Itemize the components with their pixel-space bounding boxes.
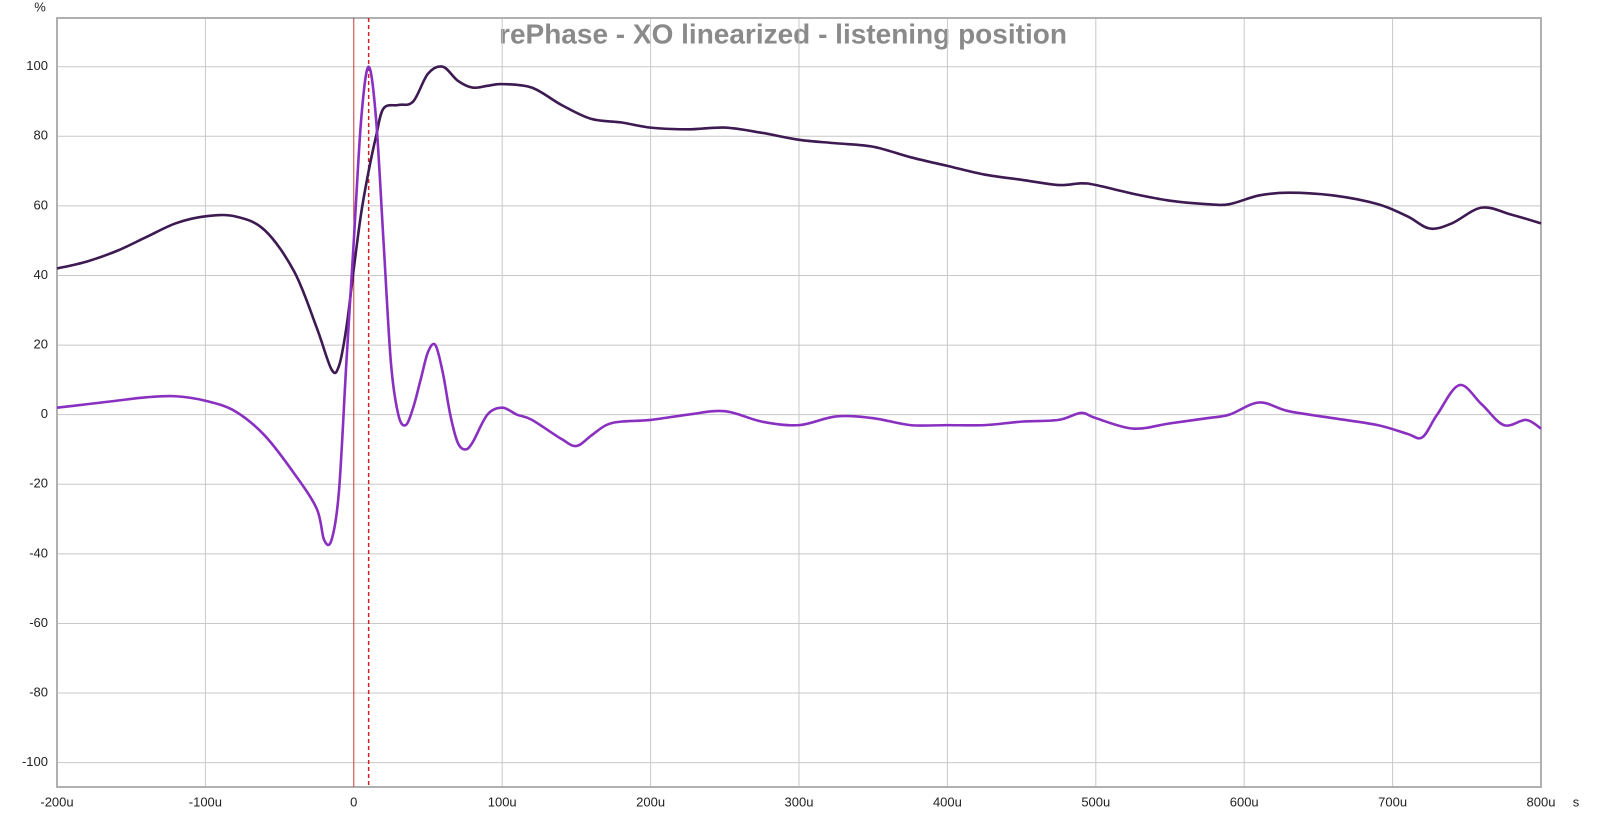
y-tick-label: 100 — [26, 58, 48, 73]
x-axis-label: s — [1573, 794, 1580, 809]
y-tick-label: -80 — [29, 684, 48, 699]
x-tick-label: 100u — [488, 794, 517, 809]
x-tick-label: 0 — [350, 794, 357, 809]
y-tick-label: 80 — [34, 128, 48, 143]
y-tick-label: -40 — [29, 545, 48, 560]
x-tick-label: 700u — [1378, 794, 1407, 809]
x-tick-label: -100u — [189, 794, 222, 809]
x-tick-label: 600u — [1230, 794, 1259, 809]
x-tick-label: 500u — [1081, 794, 1110, 809]
y-tick-label: 0 — [41, 406, 48, 421]
plot-border — [56, 17, 1542, 788]
y-tick-label: -20 — [29, 476, 48, 491]
x-tick-label: 400u — [933, 794, 962, 809]
series-line — [56, 65, 1542, 375]
y-tick-label: 40 — [34, 267, 48, 282]
y-tick-label: -60 — [29, 615, 48, 630]
chart-title: rePhase - XO linearized - listening posi… — [499, 18, 1067, 49]
y-axis-label: % — [34, 0, 46, 14]
x-tick-label: 200u — [636, 794, 665, 809]
x-tick-label: -200u — [40, 794, 73, 809]
x-tick-label: 300u — [785, 794, 814, 809]
x-tick-label: 800u — [1527, 794, 1556, 809]
y-tick-label: 60 — [34, 197, 48, 212]
y-tick-label: -100 — [22, 754, 48, 769]
y-tick-label: 20 — [34, 337, 48, 352]
series-line — [56, 65, 1542, 547]
